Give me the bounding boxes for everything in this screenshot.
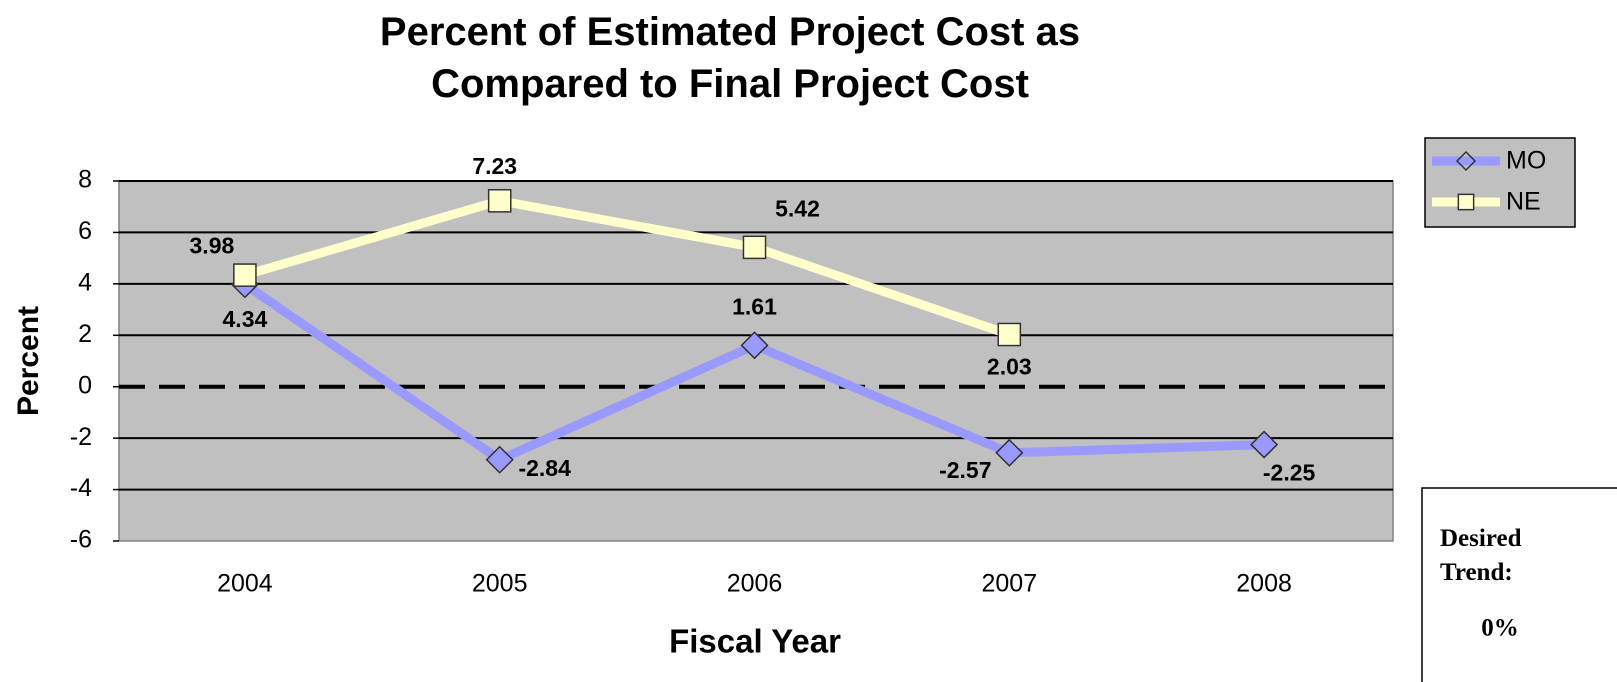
marker bbox=[995, 438, 1024, 467]
y-tick-label: -4 bbox=[70, 474, 92, 502]
marker bbox=[485, 445, 514, 474]
desired-trend-box bbox=[1421, 487, 1617, 682]
x-tick-label: 2007 bbox=[981, 570, 1037, 598]
y-tick-label: 4 bbox=[78, 268, 92, 296]
data-label: -2.57 bbox=[939, 457, 991, 483]
series-line bbox=[243, 196, 1011, 339]
y-tick-label: 6 bbox=[78, 217, 92, 245]
data-label: 7.23 bbox=[472, 153, 517, 179]
y-tick-label: -2 bbox=[70, 423, 92, 451]
x-axis-label: Fiscal Year bbox=[669, 623, 841, 660]
marker bbox=[1457, 193, 1475, 211]
marker bbox=[233, 263, 257, 287]
marker bbox=[742, 235, 767, 260]
data-label: 2.03 bbox=[987, 354, 1032, 380]
data-label: 1.61 bbox=[732, 293, 777, 319]
desired-trend-value: 0% bbox=[1481, 615, 1519, 642]
y-tick-label: 2 bbox=[78, 320, 92, 348]
marker bbox=[997, 322, 1022, 347]
x-tick-label: 2004 bbox=[217, 570, 273, 598]
marker bbox=[740, 331, 769, 360]
data-label: -2.25 bbox=[1263, 460, 1316, 486]
marker bbox=[487, 189, 512, 213]
x-tick-label: 2006 bbox=[727, 570, 783, 598]
x-tick-label: 2008 bbox=[1236, 570, 1292, 598]
y-tick-label: -6 bbox=[70, 526, 92, 554]
data-label: 4.34 bbox=[223, 306, 268, 332]
marker bbox=[1250, 430, 1279, 459]
data-label: -2.84 bbox=[518, 455, 571, 481]
desired-trend-label: Desired Trend: bbox=[1440, 525, 1522, 586]
y-tick-label: 8 bbox=[78, 166, 92, 194]
x-tick-label: 2005 bbox=[472, 570, 528, 598]
legend-label: NE bbox=[1506, 188, 1541, 216]
plot-area bbox=[118, 180, 1394, 542]
y-tick-label: 0 bbox=[78, 371, 92, 399]
legend bbox=[1424, 137, 1576, 228]
legend-label: MO bbox=[1506, 147, 1546, 175]
data-label: 5.42 bbox=[775, 195, 820, 221]
chart-title: Percent of Estimated Project Cost as Com… bbox=[379, 10, 1081, 106]
marker bbox=[1455, 150, 1477, 172]
y-axis-label: Percent bbox=[12, 306, 45, 416]
data-label: 3.98 bbox=[190, 232, 235, 258]
